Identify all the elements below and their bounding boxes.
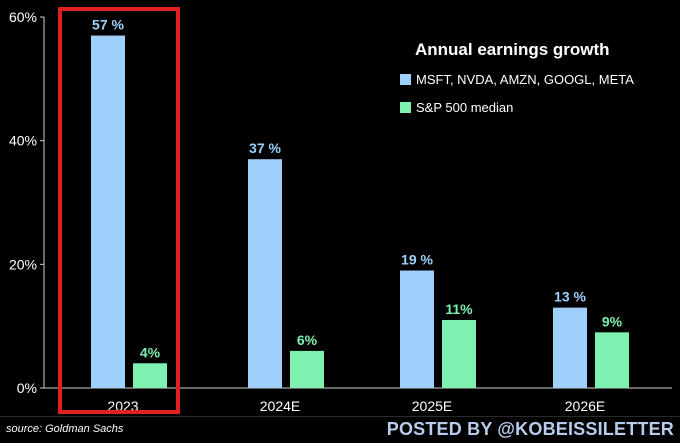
legend: Annual earnings growth MSFT, NVDA, AMZN, … xyxy=(400,40,634,115)
legend-label: MSFT, NVDA, AMZN, GOOGL, META xyxy=(416,72,634,87)
y-tick-label: 20% xyxy=(9,256,37,272)
highlight-box xyxy=(58,7,180,414)
data-label: 13 % xyxy=(554,289,586,305)
data-label: 9% xyxy=(602,313,623,329)
legend-label: S&P 500 median xyxy=(416,100,513,115)
bar-big-tech xyxy=(248,159,282,388)
x-tick-label: 2026E xyxy=(565,398,605,414)
bar-sp500-median xyxy=(442,319,476,388)
y-tick-label: 0% xyxy=(17,380,37,396)
posted-by-credit: POSTED BY @KOBEISSILETTER xyxy=(386,419,674,439)
y-tick-label: 60% xyxy=(9,9,37,25)
bar-big-tech xyxy=(400,270,434,388)
y-tick-label: 40% xyxy=(9,133,37,149)
x-tick-label: 2024E xyxy=(260,398,300,414)
bars xyxy=(91,35,629,389)
bar-sp500-median xyxy=(290,350,324,388)
bar-sp500-median xyxy=(595,332,629,388)
data-labels: 57 % 4% 37 % 6% 19 % 11% 13 % 9% xyxy=(58,7,623,414)
source-note: source: Goldman Sachs xyxy=(6,423,124,435)
data-label: 6% xyxy=(297,332,318,348)
bar-big-tech xyxy=(91,35,125,389)
data-label: 11% xyxy=(445,301,473,317)
chart-title: Annual earnings growth xyxy=(415,40,610,59)
data-label: 37 % xyxy=(249,140,281,156)
x-tick-label: 2025E xyxy=(412,398,452,414)
data-label: 4% xyxy=(140,344,161,360)
axes: 0%20%40%60%2023 2024E 2025E 2026E xyxy=(9,9,672,414)
bar-sp500-median xyxy=(133,363,167,388)
data-label: 19 % xyxy=(401,252,433,268)
footer: source: Goldman Sachs POSTED BY @KOBEISS… xyxy=(0,416,680,443)
data-label: 57 % xyxy=(92,17,124,33)
legend-swatch xyxy=(400,74,411,85)
legend-swatch xyxy=(400,102,411,113)
bar-big-tech xyxy=(553,307,587,388)
